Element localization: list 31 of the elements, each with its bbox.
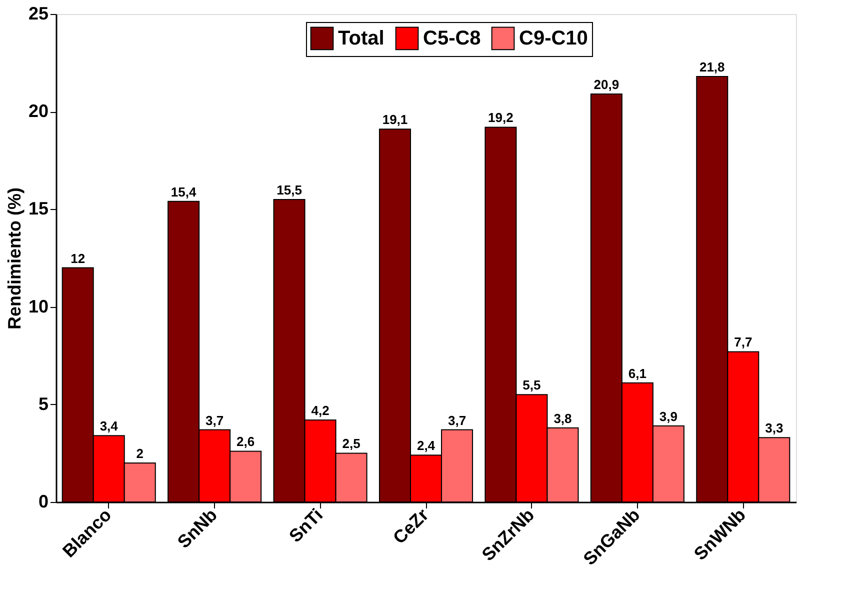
data-label: 3,7 [206,412,224,428]
legend-label: C5-C8 [423,27,481,50]
data-label: 15,5 [276,182,302,198]
y-tick-label: 10 [28,296,48,316]
legend-label: Total [338,27,384,50]
data-label: 4,2 [311,403,330,418]
data-label: 3,3 [765,420,784,436]
y-tick-label: 20 [28,101,48,122]
data-label: 12 [70,250,86,266]
data-label: 2,6 [236,434,255,450]
y-tick-label: 0 [38,492,48,512]
data-label: 3,9 [659,408,678,424]
legend-label: C9-C10 [519,27,588,50]
data-label: 3,8 [554,410,572,426]
data-label: 20,9 [594,77,620,92]
y-tick-label: 25 [28,4,48,24]
data-label: 2,4 [416,438,436,454]
data-label: 21,8 [699,59,725,74]
data-label: 2 [136,446,144,461]
data-label: 19,2 [488,110,514,126]
data-label: 3,7 [448,412,466,428]
y-axis-title: Rendimiento (%) [4,188,24,330]
data-label: 5,5 [522,378,541,393]
data-label: 19,1 [382,112,408,128]
data-label: 6,1 [628,366,646,381]
data-label: 3,4 [100,418,119,434]
data-label: 15,4 [170,184,197,200]
y-tick-label: 5 [38,394,48,414]
data-label: 7,7 [734,334,752,350]
y-tick-label: 15 [28,198,48,219]
data-label: 2,5 [342,436,360,452]
